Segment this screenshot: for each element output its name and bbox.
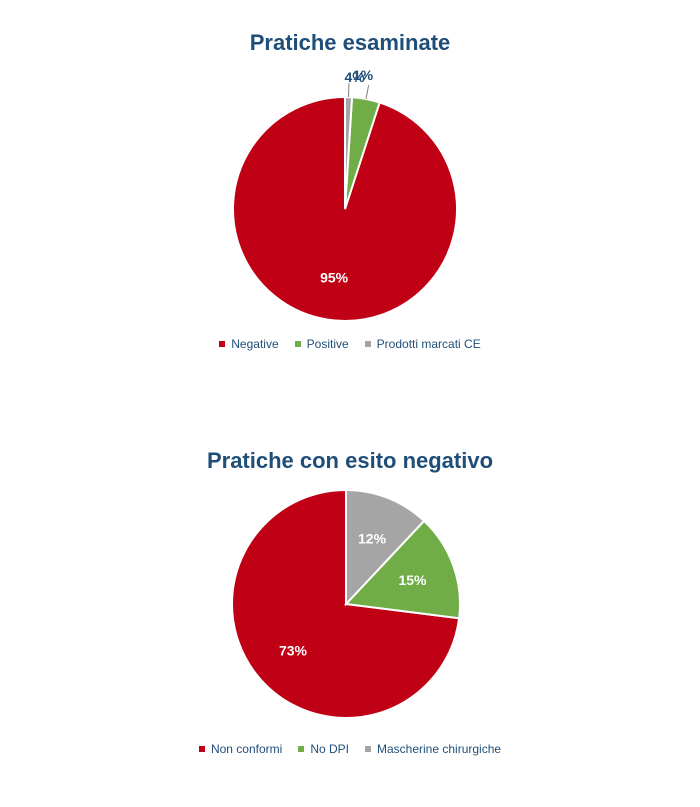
legend-label: Prodotti marcati CE [376,337,481,351]
legend-item: Non conformi [198,742,283,756]
legend-swatch [219,341,226,347]
pie-data-label: 12% [358,530,387,546]
legend-label: Negative [231,337,279,351]
legend-label: Non conformi [210,742,283,756]
legend-item: No DPI [298,742,349,756]
legend-item: Negative [219,337,279,351]
pie-slice-mascherine-chirurgiche [345,488,426,607]
legend-swatch [365,746,371,752]
chart-title-pratiche-esaminate: Pratiche esaminate [249,30,451,55]
legend-label: No DPI [310,742,349,756]
pie-data-label: 73% [279,643,308,659]
chart-title-esito-negativo: Pratiche con esito negativo [206,448,494,473]
leader-line [365,85,370,100]
legend-swatch [294,341,301,347]
legend-swatch [364,341,371,347]
legend-label: Positive [306,337,349,351]
legend-pratiche-esaminate: Negative Positive Prodotti marcati CE [0,337,700,351]
pie-data-label: 15% [398,572,427,588]
legend-swatch [298,746,305,752]
pie-slice-no-dpi [343,519,461,620]
pie-data-label: 1% [353,67,374,83]
legend-swatch [198,746,205,752]
legend-label: Mascherine chirurgiche [377,742,502,756]
legend-item: Prodotti marcati CE [364,337,481,351]
pie-data-label: 4% [344,69,365,85]
legend-esito-negativo: Non conformi No DPI Mascherine chirurgiche [0,742,700,756]
legend-item: Mascherine chirurgiche [365,742,501,756]
pie-data-label: 95% [320,270,349,286]
legend-item: Positive [294,337,349,351]
